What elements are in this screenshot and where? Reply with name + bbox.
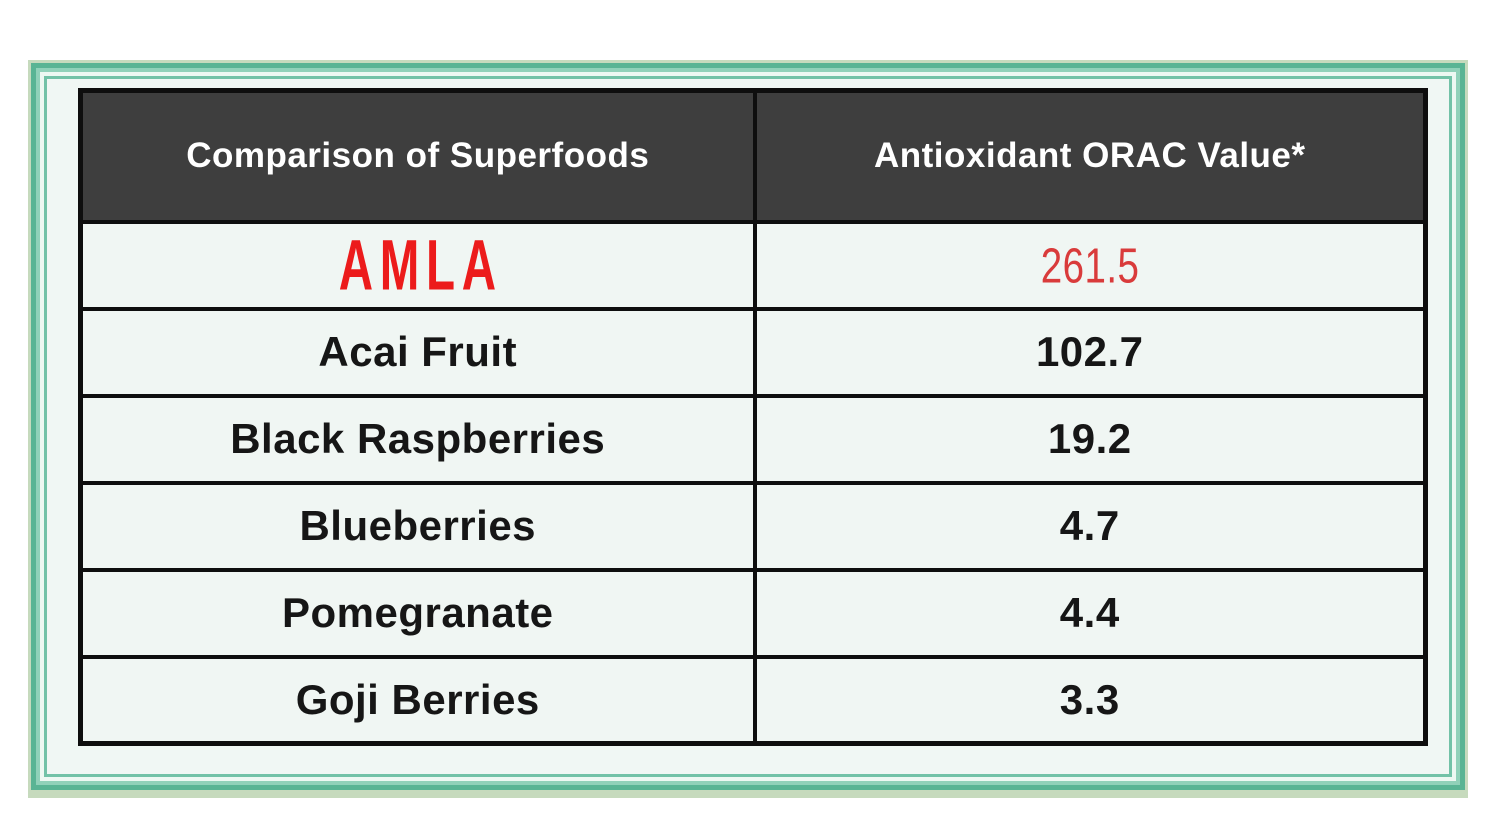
amla-label: AMLA (339, 224, 504, 305)
superfoods-orac-table: Comparison of Superfoods Antioxidant ORA… (78, 88, 1428, 746)
decorative-frame-pale-line: Comparison of Superfoods Antioxidant ORA… (40, 72, 1456, 781)
cell-black-raspberries-name: Black Raspberries (78, 393, 757, 485)
frame-mat: Comparison of Superfoods Antioxidant ORA… (47, 79, 1449, 774)
table-row-goji-berries: Goji Berries 3.3 (78, 654, 1428, 746)
header-antioxidant-orac-value: Antioxidant ORAC Value* (752, 88, 1428, 224)
header-comparison-of-superfoods: Comparison of Superfoods (78, 88, 757, 224)
cell-acai-name: Acai Fruit (78, 306, 757, 398)
cell-amla-value: 261.5 (752, 219, 1428, 311)
cell-blueberries-name: Blueberries (78, 480, 757, 572)
table-row-black-raspberries: Black Raspberries 19.2 (78, 393, 1428, 485)
cell-black-raspberries-value: 19.2 (752, 393, 1428, 485)
amla-value: 261.5 (1040, 237, 1140, 293)
decorative-frame-inner-teal: Comparison of Superfoods Antioxidant ORA… (44, 76, 1452, 777)
cell-goji-berries-name: Goji Berries (78, 654, 757, 746)
table-row-acai-fruit: Acai Fruit 102.7 (78, 306, 1428, 398)
cell-blueberries-value: 4.7 (752, 480, 1428, 572)
cell-goji-berries-value: 3.3 (752, 654, 1428, 746)
table-row-amla: AMLA 261.5 (78, 219, 1428, 311)
decorative-frame-teal: Comparison of Superfoods Antioxidant ORA… (31, 63, 1465, 790)
cell-amla-name: AMLA (78, 219, 757, 311)
cell-pomegranate-name: Pomegranate (78, 567, 757, 659)
table-row-pomegranate: Pomegranate 4.4 (78, 567, 1428, 659)
cell-acai-value: 102.7 (752, 306, 1428, 398)
cell-pomegranate-value: 4.4 (752, 567, 1428, 659)
table-header-row: Comparison of Superfoods Antioxidant ORA… (78, 88, 1428, 224)
decorative-frame-outer: Comparison of Superfoods Antioxidant ORA… (28, 60, 1468, 798)
decorative-frame-light-teal: Comparison of Superfoods Antioxidant ORA… (36, 68, 1460, 785)
table-row-blueberries: Blueberries 4.7 (78, 480, 1428, 572)
